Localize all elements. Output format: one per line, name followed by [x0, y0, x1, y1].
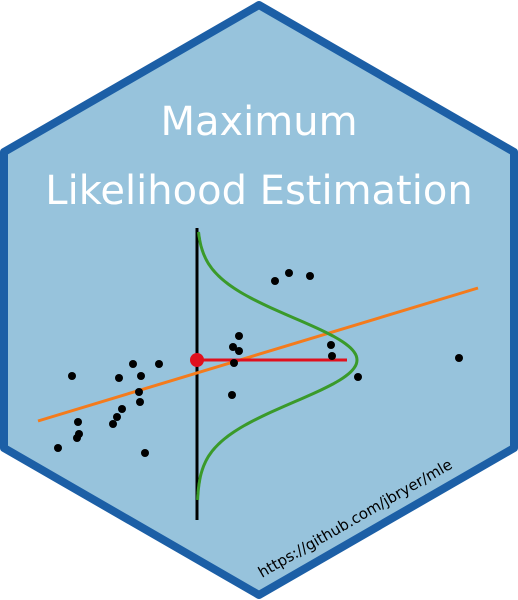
scatter-points: [54, 269, 463, 457]
scatter-point: [306, 272, 314, 280]
scatter-point: [230, 359, 238, 367]
scatter-point: [354, 373, 362, 381]
scatter-point: [271, 277, 279, 285]
regression-line: [37, 286, 479, 423]
title-line-2: Likelihood Estimation: [45, 168, 472, 214]
scatter-point: [155, 360, 163, 368]
scatter-point: [68, 372, 76, 380]
title-line-1: Maximum: [160, 99, 357, 145]
scatter-point: [455, 354, 463, 362]
scatter-point: [141, 449, 149, 457]
scatter-point: [118, 405, 126, 413]
scatter-point: [228, 391, 236, 399]
scatter-point: [129, 360, 137, 368]
normal-curve: [196, 231, 359, 501]
scatter-point: [235, 332, 243, 340]
scatter-point: [285, 269, 293, 277]
scatter-point: [235, 347, 243, 355]
scatter-point: [136, 398, 144, 406]
scatter-point: [54, 444, 62, 452]
scatter-point: [328, 352, 336, 360]
scatter-point: [229, 343, 237, 351]
scatter-point: [135, 388, 143, 396]
scatter-point: [109, 420, 117, 428]
scatter-point: [74, 418, 82, 426]
fitted-point-marker: [190, 353, 204, 367]
scatter-point: [327, 341, 335, 349]
scatter-point: [75, 430, 83, 438]
scatter-point: [113, 413, 121, 421]
scatter-point: [137, 372, 145, 380]
scatter-point: [115, 374, 123, 382]
